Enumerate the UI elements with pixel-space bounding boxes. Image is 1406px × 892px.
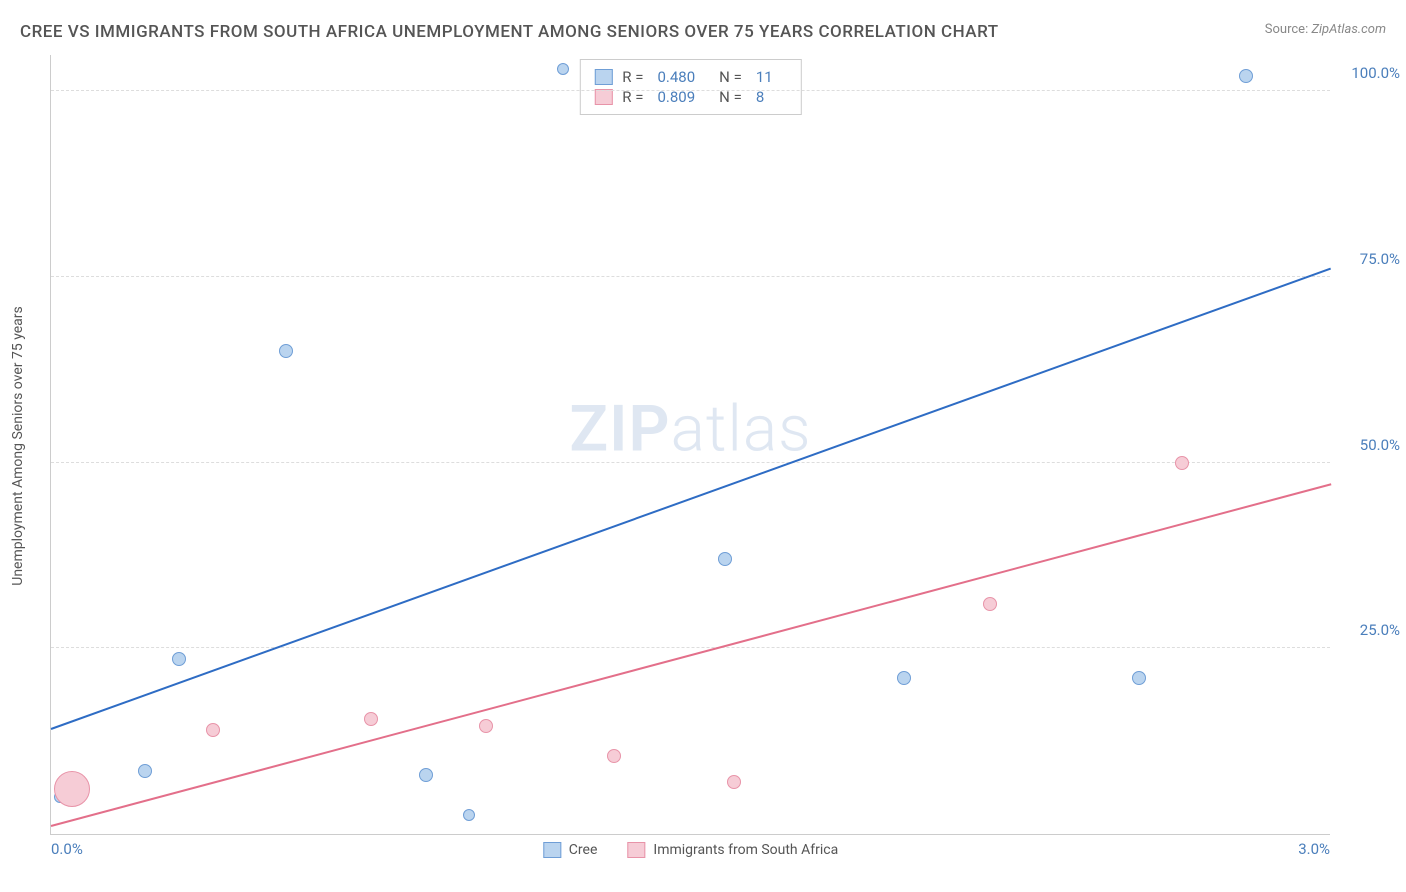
legend-row-cree: R = 0.480 N = 11 [594,68,786,86]
gridline [51,90,1330,91]
watermark-atlas: atlas [671,391,812,466]
data-point [206,723,220,737]
data-point [138,764,152,778]
n-value-cree: 11 [756,68,773,86]
n-label: N = [719,68,742,86]
correlation-legend: R = 0.480 N = 11 R = 0.809 N = 8 [579,59,801,115]
gridline [51,647,1330,648]
y-tick-label: 25.0% [1340,621,1400,639]
gridline [51,276,1330,277]
source-value: ZipAtlas.com [1311,22,1386,37]
data-point [983,597,997,611]
swatch-cree [594,69,612,85]
x-tick-label: 3.0% [1298,840,1330,858]
source-attribution: Source: ZipAtlas.com [1265,22,1386,37]
plot-area: ZIPatlas R = 0.480 N = 11 R = 0.809 N = … [50,55,1330,835]
legend-label-immigrants: Immigrants from South Africa [653,842,838,858]
data-point [727,775,741,789]
data-point [897,671,911,685]
data-point [279,344,293,358]
data-point [718,552,732,566]
data-point [1132,671,1146,685]
data-point [463,809,475,821]
y-tick-label: 50.0% [1340,436,1400,454]
data-point [607,749,621,763]
data-point [172,652,186,666]
watermark-zip: ZIP [569,391,670,466]
y-tick-label: 100.0% [1340,64,1400,82]
data-point [1239,69,1253,83]
legend-label-cree: Cree [569,842,598,858]
swatch-immigrants [594,89,612,105]
source-label: Source: [1265,22,1308,37]
data-point [479,719,493,733]
x-tick-label: 0.0% [51,840,83,858]
trend-line [51,483,1332,827]
data-point [54,771,90,807]
swatch-immigrants [627,842,645,858]
r-label: R = [622,68,643,86]
watermark: ZIPatlas [569,391,811,466]
data-point [419,768,433,782]
legend-item-cree: Cree [543,842,598,858]
legend-item-immigrants: Immigrants from South Africa [627,842,838,858]
chart-title: CREE VS IMMIGRANTS FROM SOUTH AFRICA UNE… [20,22,999,42]
data-point [557,63,569,75]
r-value-cree: 0.480 [657,68,695,86]
gridline [51,462,1330,463]
swatch-cree [543,842,561,858]
y-tick-label: 75.0% [1340,250,1400,268]
y-axis-label: Unemployment Among Seniors over 75 years [10,306,26,586]
data-point [1175,456,1189,470]
data-point [364,712,378,726]
trend-line [51,267,1332,729]
series-legend: Cree Immigrants from South Africa [543,842,838,858]
